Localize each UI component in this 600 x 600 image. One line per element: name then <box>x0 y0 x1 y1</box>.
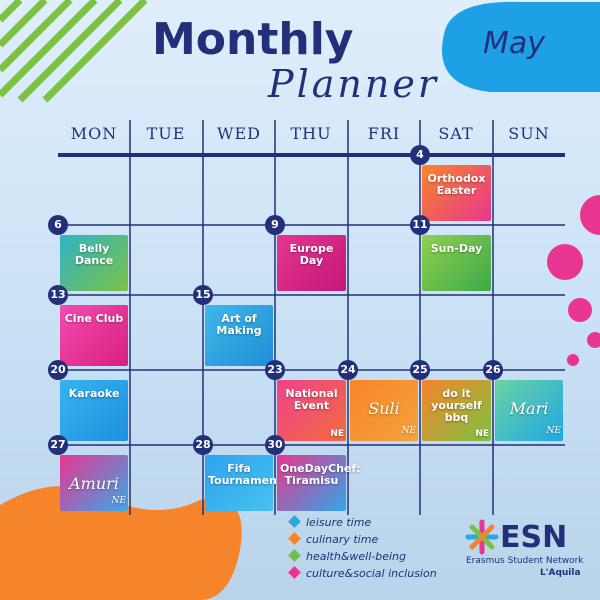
event-date: 6 <box>48 215 68 235</box>
event: Orthodox Easter <box>422 165 491 221</box>
event-date: 4 <box>410 145 430 165</box>
event-label: Sun-Day <box>430 242 483 255</box>
event: Sun-Day <box>422 235 491 291</box>
event-date: 30 <box>265 435 285 455</box>
day-header: FRI <box>367 124 401 143</box>
event: Cine Club <box>60 305 128 366</box>
legend-swatch <box>288 549 301 562</box>
event-date: 13 <box>48 285 68 305</box>
balls <box>547 195 600 366</box>
event: do it yourself bbq NE <box>422 380 491 441</box>
event-date: 27 <box>48 435 68 455</box>
legend-label: health&well-being <box>306 550 407 563</box>
event-date: 25 <box>410 360 430 380</box>
event-label: Art of Making <box>216 312 262 337</box>
legend-swatch <box>288 532 301 545</box>
event-label: Belly Dance <box>74 242 114 267</box>
legend-item: leisure time <box>288 515 372 529</box>
event-label: Amuri <box>69 474 119 493</box>
event: Suli NE <box>350 380 418 441</box>
month: May <box>483 26 546 61</box>
event-date: 24 <box>338 360 358 380</box>
logo-full: Erasmus Student Network <box>466 556 584 566</box>
event-badge: NE <box>330 429 344 439</box>
event: Amuri NE <box>60 455 128 511</box>
day-header: THU <box>290 124 332 143</box>
event-badge: NE <box>401 426 416 436</box>
month-blob <box>442 1 600 92</box>
event: Mari NE <box>495 380 563 441</box>
event: Art of Making <box>205 305 273 366</box>
event: OneDayChef: Tiramisu <box>277 455 361 511</box>
event-label: do it yourself bbq <box>431 387 482 424</box>
day-header: SUN <box>508 124 550 143</box>
event-date: 20 <box>48 360 68 380</box>
event-date: 15 <box>193 285 213 305</box>
event-label: Karaoke <box>68 387 120 400</box>
day-header: WED <box>217 124 261 143</box>
legend-swatch <box>288 566 301 579</box>
event: Europe Day <box>277 235 346 291</box>
event-date: 26 <box>483 360 503 380</box>
legend-label: culture&social inclusion <box>306 567 437 580</box>
event-date: 23 <box>265 360 285 380</box>
event: Belly Dance <box>60 235 128 291</box>
legend-label: leisure time <box>306 516 372 529</box>
esn-star <box>465 519 499 555</box>
day-header: MON <box>70 124 118 143</box>
logo-city: L'Aquila <box>540 568 581 578</box>
event-label: Suli <box>368 399 400 418</box>
subtitle: Planner <box>268 62 439 106</box>
event-label: Cine Club <box>64 312 124 325</box>
legend-label: culinary time <box>306 533 379 546</box>
title: Monthly <box>152 14 354 65</box>
event-date: 28 <box>193 435 213 455</box>
event-badge: NE <box>546 426 561 436</box>
legend-swatch <box>288 515 301 528</box>
orange-blob <box>0 486 242 600</box>
day-header: TUE <box>146 124 186 143</box>
legend-item: health&well-being <box>288 549 407 563</box>
event-label: Orthodox Easter <box>427 172 486 197</box>
event-label: Mari <box>509 399 549 418</box>
event: National Event NE <box>277 380 346 441</box>
event-label: Europe Day <box>289 242 334 267</box>
event-date: 9 <box>265 215 285 235</box>
day-header: SAT <box>438 124 474 143</box>
stripes <box>0 0 148 103</box>
legend-item: culture&social inclusion <box>288 566 437 580</box>
logo-name: ESN <box>500 520 568 555</box>
event: Fifa Tournament <box>205 455 283 511</box>
event-badge: NE <box>475 429 489 439</box>
event-label: National Event <box>285 387 338 412</box>
event-label: OneDayChef: Tiramisu <box>280 462 361 487</box>
event-date: 11 <box>410 215 430 235</box>
event-badge: NE <box>111 496 126 506</box>
event: Karaoke <box>60 380 128 441</box>
event-label: Fifa Tournament <box>208 462 283 487</box>
legend-item: culinary time <box>288 532 379 546</box>
